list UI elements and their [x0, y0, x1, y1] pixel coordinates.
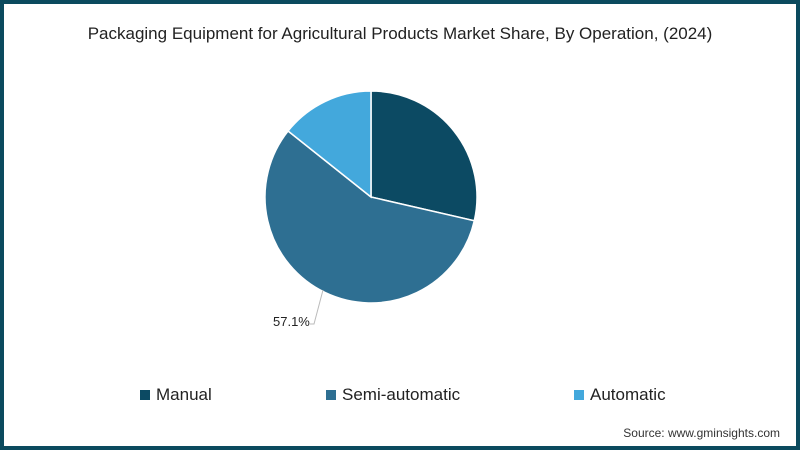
- pie-slice-semi-automatic[interactable]: [264, 129, 476, 304]
- source-note: Source: www.gminsights.com: [623, 426, 780, 440]
- pie-slice-manual[interactable]: [370, 90, 478, 222]
- legend-swatch-icon: [140, 390, 150, 400]
- pie-slice-automatic[interactable]: [287, 90, 372, 199]
- legend: Manual Semi-automatic Automatic: [0, 385, 800, 407]
- legend-label: Semi-automatic: [342, 385, 461, 404]
- legend-label: Automatic: [590, 385, 666, 404]
- legend-swatch-icon: [574, 390, 584, 400]
- label-leader-line: [310, 289, 324, 325]
- legend-swatch-icon: [326, 390, 336, 400]
- legend-label: Manual: [156, 385, 212, 404]
- data-label-semi-automatic: 57.1%: [273, 314, 310, 329]
- legend-item-automatic[interactable]: Automatic: [574, 385, 666, 405]
- pie-slices: [264, 90, 478, 304]
- legend-item-manual[interactable]: Manual: [140, 385, 212, 405]
- legend-item-semi-automatic[interactable]: Semi-automatic: [326, 385, 460, 405]
- chart-title: Packaging Equipment for Agricultural Pro…: [87, 24, 713, 43]
